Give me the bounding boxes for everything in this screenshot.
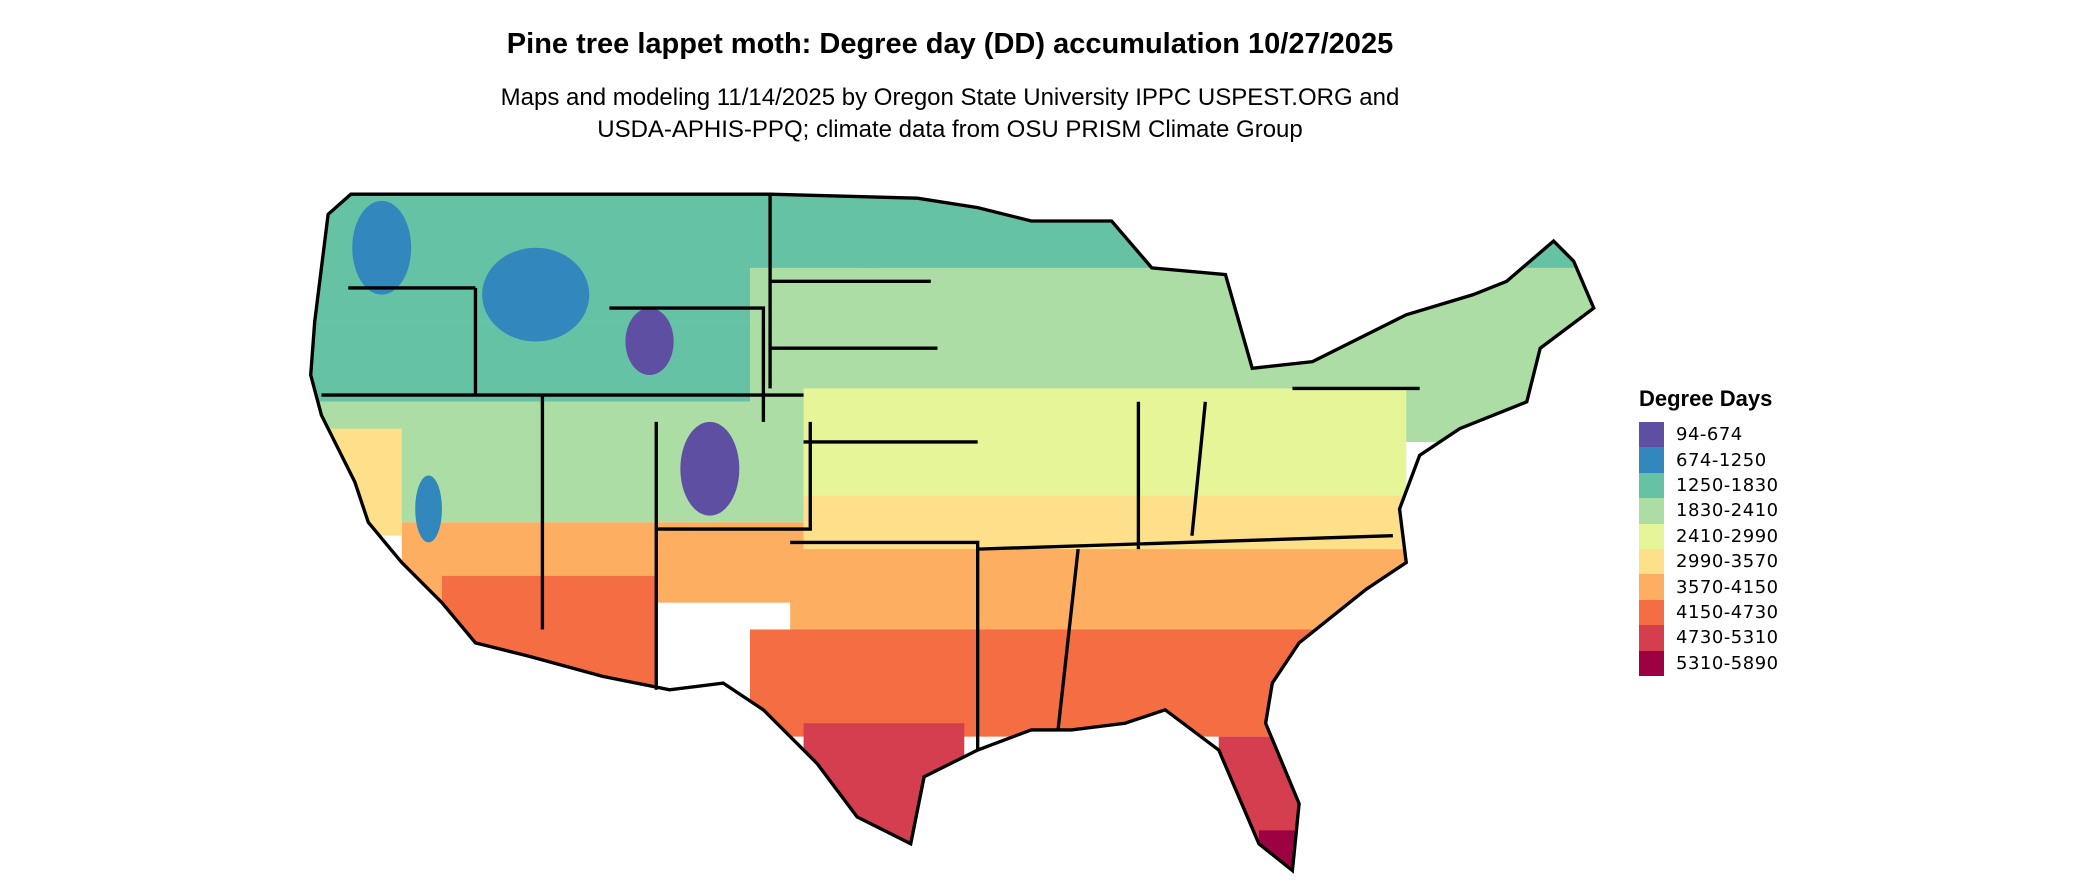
legend-item: 674-1250	[1639, 447, 1779, 473]
legend-item: 1830-2410	[1639, 498, 1779, 524]
legend-label: 3570-4150	[1676, 576, 1779, 598]
legend-label: 1250-1830	[1676, 474, 1779, 496]
legend-item: 4150-4730	[1639, 599, 1779, 626]
legend-swatch	[1639, 472, 1664, 499]
degree-day-raster	[310, 194, 1594, 871]
map-subtitle-line-2: USDA-APHIS-PPQ; climate data from OSU PR…	[597, 116, 1303, 143]
legend-label: 1830-2410	[1676, 500, 1779, 522]
legend-title: Degree Days	[1639, 386, 1773, 411]
legend-swatch	[1639, 599, 1664, 626]
legend-label: 2990-3570	[1676, 551, 1779, 573]
legend-label: 2410-2990	[1676, 525, 1779, 547]
legend-label: 5310-5890	[1676, 652, 1779, 674]
legend-label: 94-674	[1676, 424, 1743, 446]
legend-item: 1250-1830	[1639, 472, 1779, 499]
legend-item: 2410-2990	[1639, 523, 1779, 549]
legend-item: 94-674	[1639, 422, 1779, 448]
state-borders	[309, 192, 1596, 873]
legend-swatch	[1639, 422, 1664, 448]
legend-item: 5310-5890	[1639, 650, 1779, 676]
legend-label: 4150-4730	[1676, 601, 1779, 623]
legend-swatch	[1639, 574, 1664, 600]
legend-label: 4730-5310	[1676, 627, 1779, 649]
legend: Degree Days 94-674 674-1250 1250-1830 1830-…	[1639, 386, 1779, 676]
legend-item: 3570-4150	[1639, 574, 1779, 600]
legend-item: 4730-5310	[1639, 625, 1779, 651]
legend-swatch	[1639, 625, 1664, 651]
legend-swatch	[1639, 548, 1664, 575]
legend-label: 674-1250	[1676, 449, 1767, 471]
legend-swatch	[1639, 650, 1664, 676]
legend-swatch	[1639, 498, 1664, 524]
legend-item: 2990-3570	[1639, 548, 1779, 575]
legend-swatch	[1639, 523, 1664, 549]
map-title: Pine tree lappet moth: Degree day (DD) a…	[506, 28, 1394, 60]
legend-swatch	[1639, 447, 1664, 473]
map-subtitle-line-1: Maps and modeling 11/14/2025 by Oregon S…	[500, 84, 1400, 111]
